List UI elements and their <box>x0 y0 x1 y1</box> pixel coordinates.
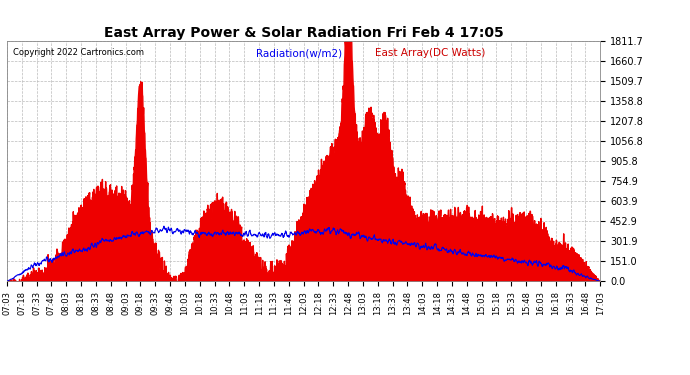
Text: East Array(DC Watts): East Array(DC Watts) <box>375 48 485 58</box>
Title: East Array Power & Solar Radiation Fri Feb 4 17:05: East Array Power & Solar Radiation Fri F… <box>104 26 504 40</box>
Text: Copyright 2022 Cartronics.com: Copyright 2022 Cartronics.com <box>13 48 144 57</box>
Text: Radiation(w/m2): Radiation(w/m2) <box>256 48 342 58</box>
